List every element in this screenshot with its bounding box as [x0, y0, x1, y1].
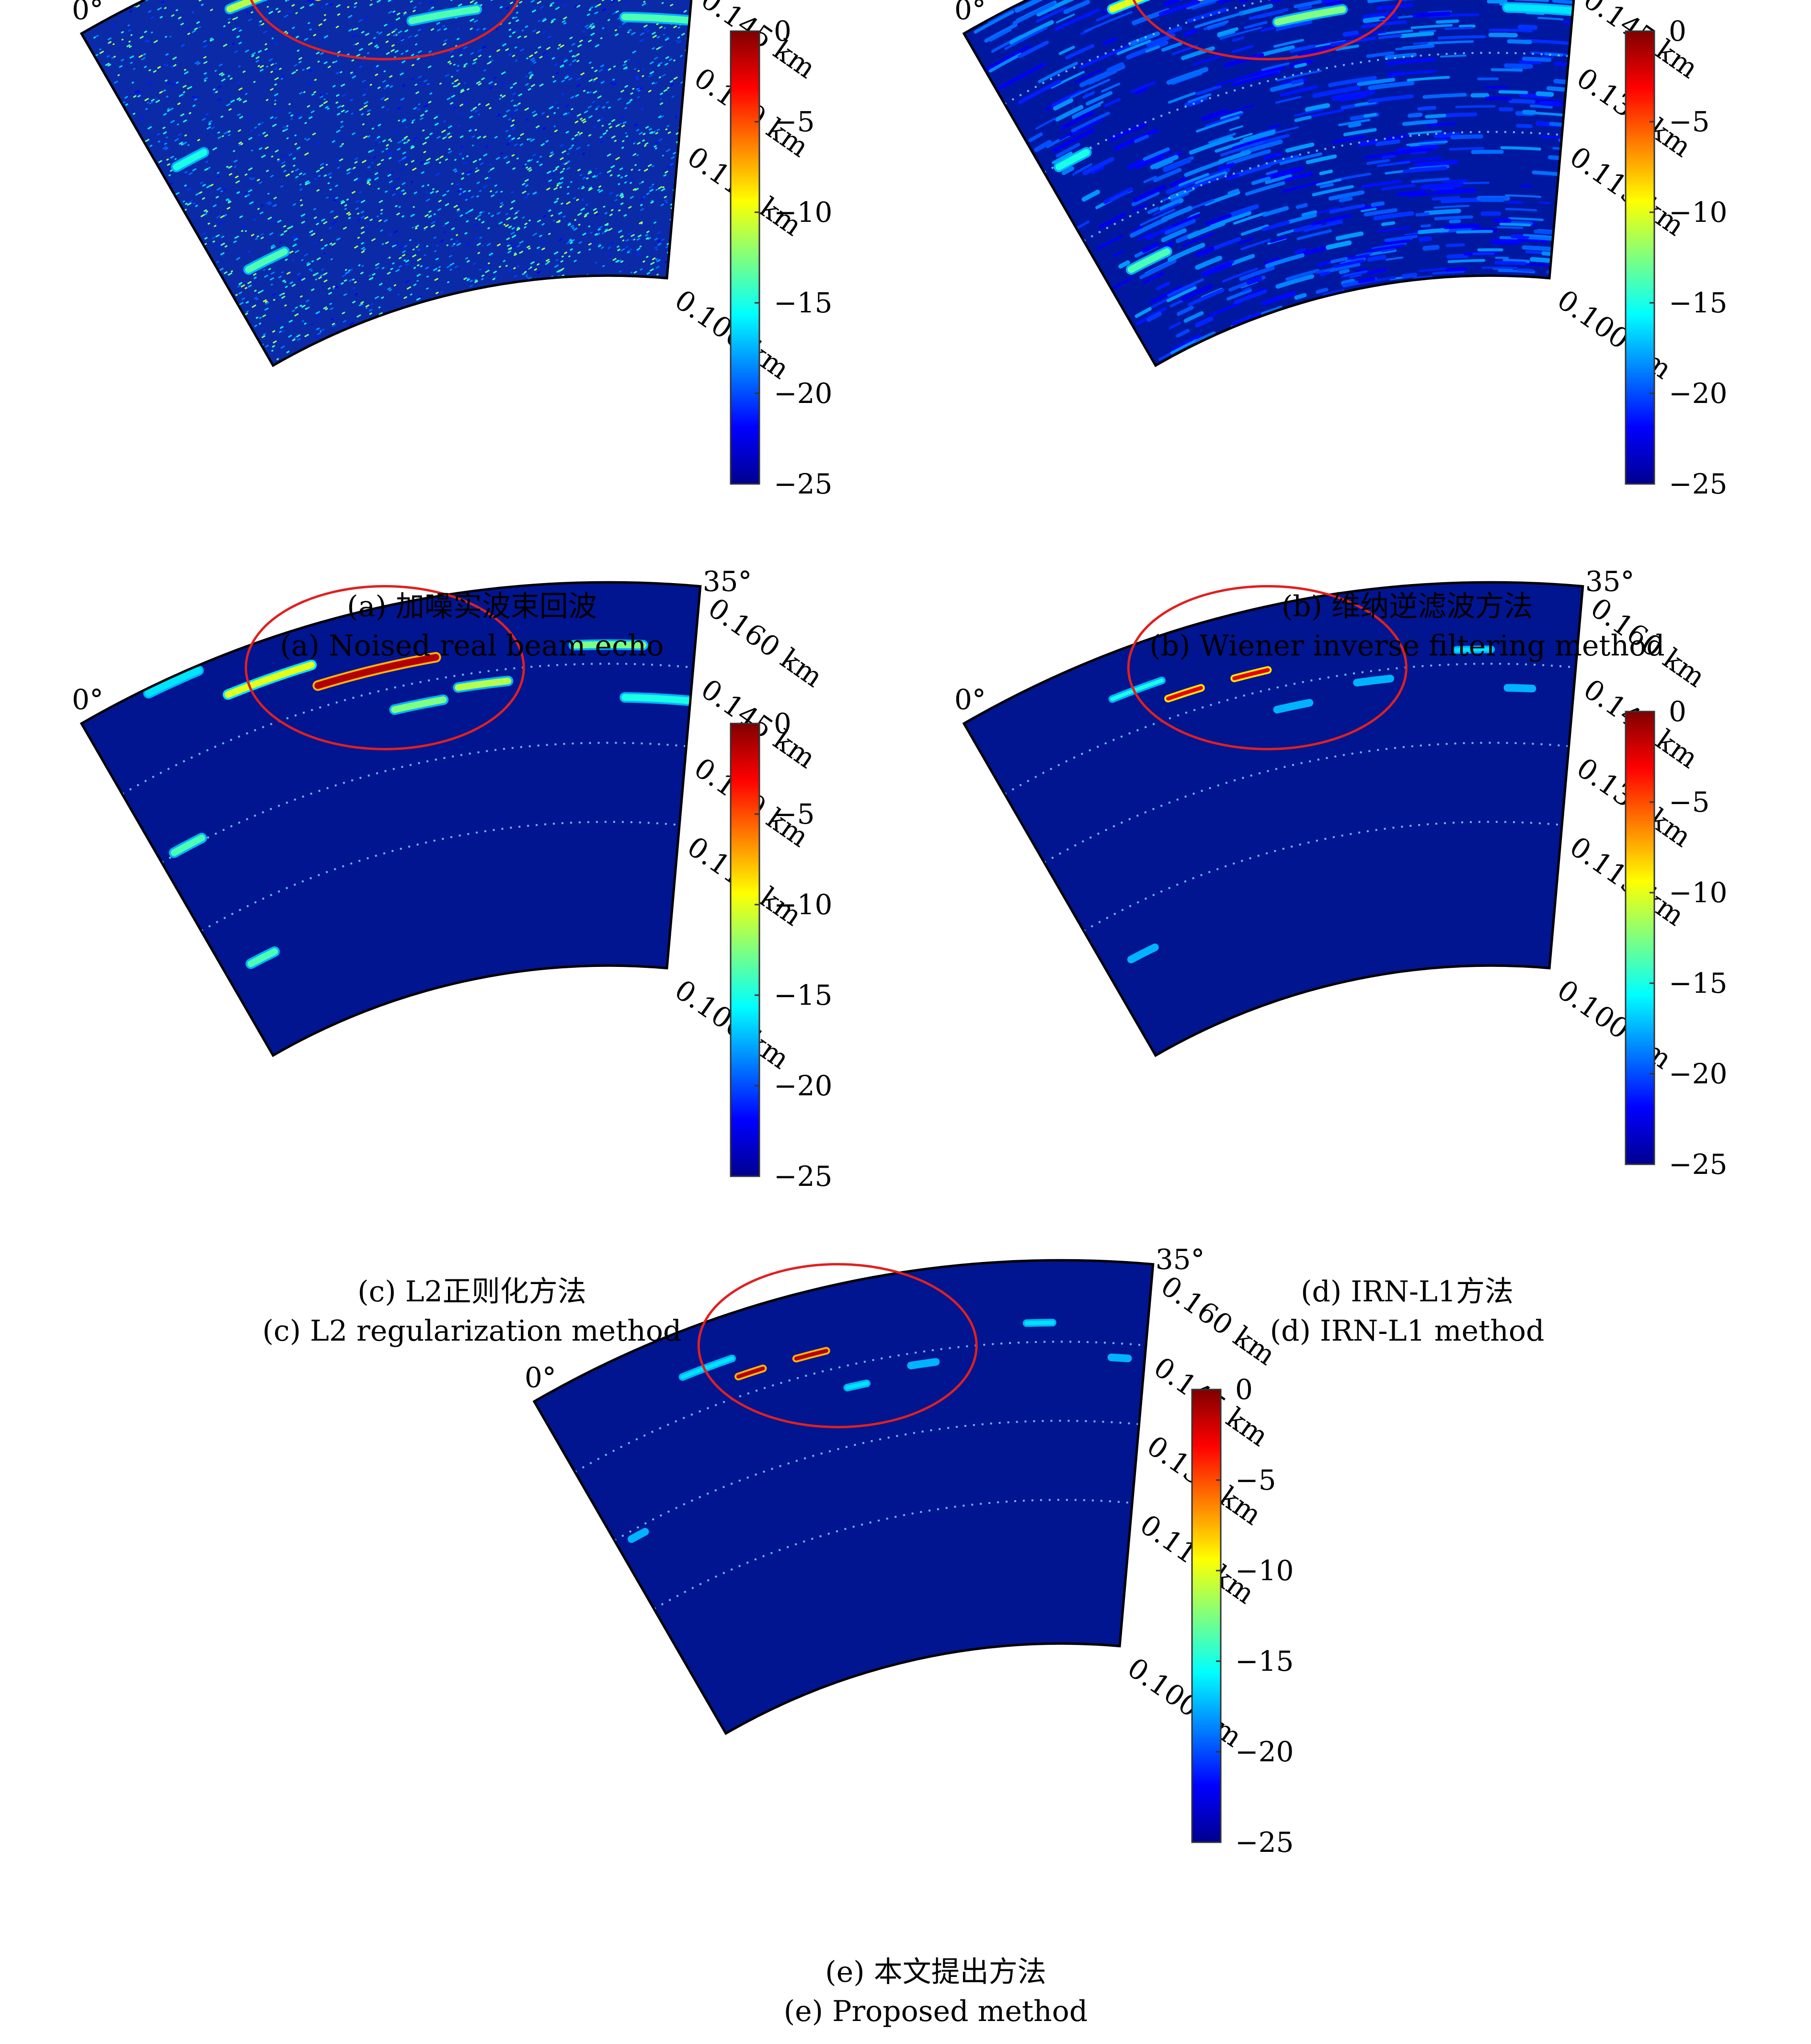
panel-c-angle-label-0: 0° — [72, 683, 103, 716]
colorbar-gradient — [731, 31, 759, 484]
panel-e-angle-label-0: 0° — [525, 1361, 556, 1394]
panel-b-colorbar: 0 −5 −10 −15 −20 −25 — [1626, 15, 1727, 500]
colorbar-tick-label: −15 — [774, 979, 832, 1011]
colorbar-gradient — [1626, 712, 1654, 1164]
colorbar-tick-label: −5 — [774, 105, 815, 138]
colorbar-tick-label: 0 — [1669, 695, 1686, 728]
colorbar-tick-label: −25 — [1235, 1826, 1294, 1859]
colorbar-tick-label: −20 — [1669, 1057, 1727, 1090]
colorbar-tick-label: −15 — [774, 287, 832, 319]
colorbar-tick-label: 0 — [774, 15, 791, 47]
colorbar-tick-label: −10 — [774, 196, 832, 229]
colorbar-tick-label: −25 — [1669, 468, 1727, 500]
panel-a-angle-label-0: 0° — [72, 0, 103, 26]
colorbar-tick-label: −5 — [1669, 105, 1710, 138]
panel-c-caption-cn: (c) L2正则化方法 — [160, 1272, 783, 1311]
panel-c-colorbar: 0 −5 −10 −15 −20 −25 — [731, 707, 832, 1193]
panel-d-angle-label-0: 0° — [954, 683, 986, 716]
colorbar-tick-label: −5 — [774, 798, 815, 830]
colorbar-tick-label: −25 — [774, 1160, 832, 1193]
panel-b-caption-cn: (b) 维纳逆滤波方法 — [1096, 587, 1719, 626]
colorbar-tick-label: −20 — [1235, 1735, 1294, 1768]
panel-e-caption-en: (e) Proposed method — [624, 1992, 1247, 2031]
colorbar-tick-label: −15 — [1669, 287, 1727, 319]
panel-b-caption: (b) 维纳逆滤波方法 (b) Wiener inverse filtering… — [1096, 587, 1719, 666]
colorbar-tick-label: −15 — [1235, 1645, 1294, 1677]
panel-b-range-label: 0.100 km — [1551, 283, 1678, 385]
panel-d-caption: (d) IRN-L1方法 (d) IRN-L1 method — [1096, 1272, 1719, 1351]
panel-d-caption-en: (d) IRN-L1 method — [1096, 1311, 1719, 1351]
panel-b-angle-label-0: 0° — [954, 0, 986, 26]
colorbar-tick-label: 0 — [774, 707, 791, 740]
colorbar-tick-label: −20 — [774, 377, 832, 410]
ripple-streak — [1548, 259, 1581, 289]
colorbar-tick-label: −20 — [1669, 377, 1727, 410]
panel-b: 0°35°0.160 km0.145 km0.130 km0.115 km0.1… — [946, 0, 1753, 500]
colorbar-tick-label: −5 — [1669, 786, 1710, 818]
panel-c: 0°35°0.160 km0.145 km0.130 km0.115 km0.1… — [63, 390, 858, 1193]
panel-b-caption-en: (b) Wiener inverse filtering method — [1096, 626, 1719, 666]
panel-d-range-label: 0.100 km — [1551, 973, 1678, 1075]
colorbar-tick-label: 0 — [1235, 1373, 1253, 1406]
panel-a-caption-en: (a) Noised real beam echo — [160, 626, 783, 666]
panel-a-caption: (a) 加噪实波束回波 (a) Noised real beam echo — [160, 587, 783, 666]
colorbar-gradient — [1626, 31, 1654, 484]
panel-a-colorbar: 0 −5 −10 −15 −20 −25 — [731, 15, 832, 500]
colorbar-tick-label: −20 — [774, 1069, 832, 1102]
panel-e-angle-label-35: 35° — [1156, 1243, 1205, 1276]
colorbar-tick-label: −15 — [1669, 967, 1727, 999]
panel-e-colorbar: 0 −5 −10 −15 −20 −25 — [1192, 1373, 1294, 1859]
panel-d-caption-cn: (d) IRN-L1方法 — [1096, 1272, 1719, 1311]
panel-a: 0°35°0.160 km0.145 km0.130 km0.115 km0.1… — [63, 0, 858, 500]
colorbar-tick-label: −10 — [1235, 1554, 1294, 1587]
colorbar-tick-label: −5 — [1235, 1464, 1276, 1496]
colorbar-tick-label: −10 — [1669, 196, 1727, 229]
colorbar-tick-label: 0 — [1669, 15, 1686, 47]
colorbar-tick-label: −25 — [774, 468, 832, 500]
colorbar-tick-label: −10 — [1669, 876, 1727, 909]
panel-c-caption: (c) L2正则化方法 (c) L2 regularization method — [160, 1272, 783, 1351]
panel-e: 0°35°0.160 km0.145 km0.130 km0.115 km0.1… — [516, 1068, 1310, 1859]
panel-c-caption-en: (c) L2 regularization method — [160, 1311, 783, 1351]
panel-e-caption-cn: (e) 本文提出方法 — [624, 1952, 1247, 1992]
panel-d: 0°35°0.160 km0.145 km0.130 km0.115 km0.1… — [946, 390, 1740, 1181]
panel-e-caption: (e) 本文提出方法 (e) Proposed method — [624, 1952, 1247, 2031]
colorbar-gradient — [1192, 1389, 1221, 1842]
colorbar-tick-label: −10 — [774, 888, 832, 921]
panel-e-range-label: 0.100 km — [1122, 1651, 1248, 1753]
colorbar-gradient — [731, 723, 759, 1176]
panel-a-caption-cn: (a) 加噪实波束回波 — [160, 587, 783, 626]
colorbar-tick-label: −25 — [1669, 1148, 1727, 1181]
